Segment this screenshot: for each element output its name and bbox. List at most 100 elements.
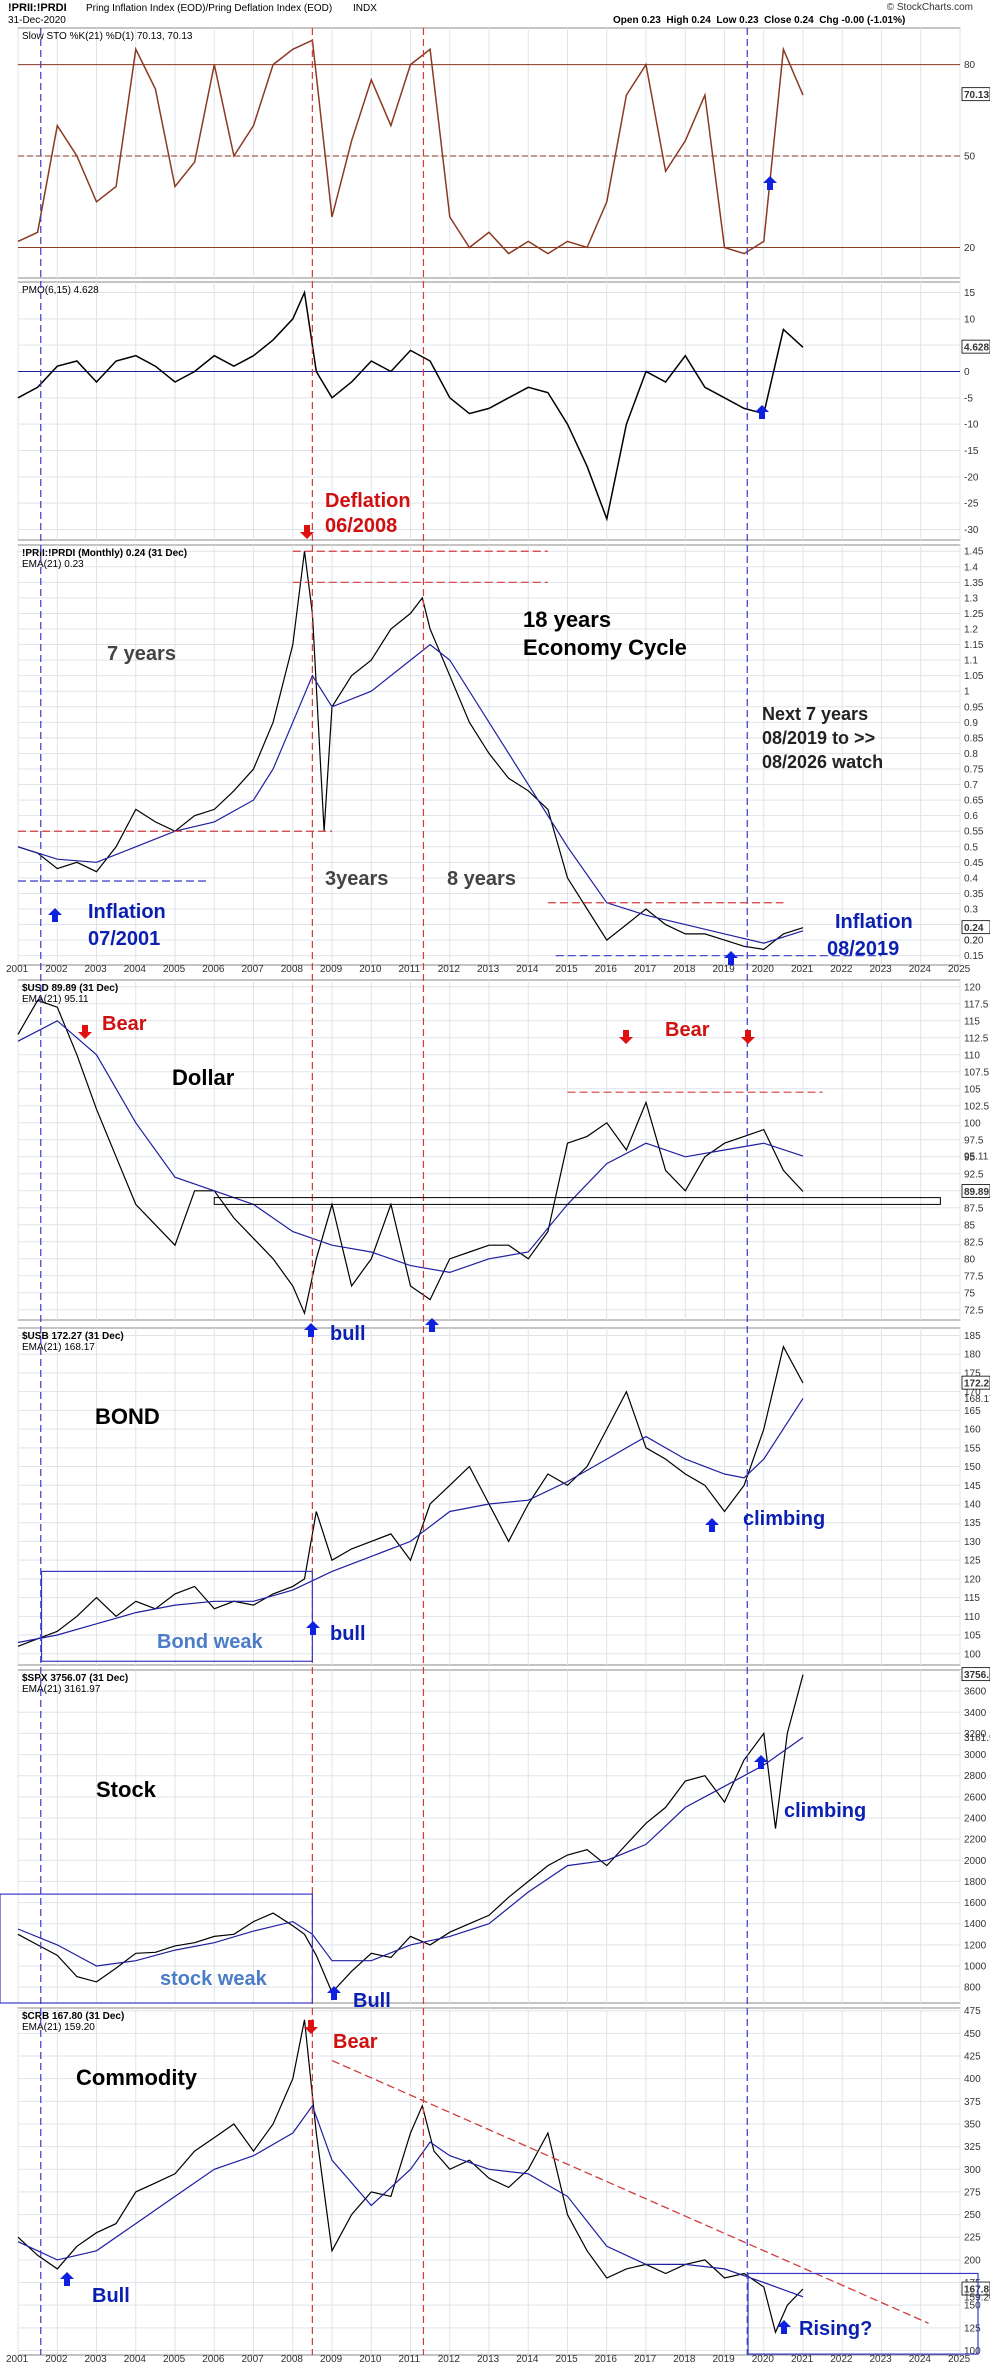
- y-tick-label: 175: [964, 1368, 981, 1379]
- y-tick-label: 150: [964, 1462, 981, 1473]
- ema-series-line: [17, 1020, 804, 1274]
- last-value-label: 0.24: [964, 923, 984, 934]
- last-ema-label: 159.20: [964, 2292, 990, 2303]
- price-series-line: [17, 1345, 804, 1647]
- x-tick-label: 2019: [713, 964, 736, 975]
- y-tick-label: 0.75: [964, 765, 984, 776]
- y-tick-label: 0.6: [964, 811, 978, 822]
- x-tick-label: 2004: [124, 964, 147, 975]
- y-tick-label: 325: [964, 2142, 981, 2153]
- price-series-line: [17, 551, 804, 951]
- y-tick-label: 82.5: [964, 1237, 984, 1248]
- chart-header: !PRII:!PRDI Pring Inflation Index (EOD)/…: [8, 0, 983, 28]
- stock-bull-label: Bull: [353, 1990, 391, 2012]
- cycle-years-label: 18 years: [523, 607, 611, 632]
- panel-legend: $USB 172.27 (31 Dec): [22, 1331, 124, 1342]
- panel-legend: PMO(6,15) 4.628: [22, 285, 99, 296]
- y-tick-label: 1.35: [964, 578, 984, 589]
- x-tick-label: 2013: [477, 2354, 500, 2365]
- y-tick-label: 185: [964, 1331, 981, 1342]
- y-tick-label: -15: [964, 446, 979, 457]
- commodity-title: Commodity: [76, 2065, 198, 2090]
- x-tick-label: 2014: [516, 964, 539, 975]
- x-tick-label: 2025: [948, 964, 971, 975]
- x-tick-label: 2008: [281, 2354, 304, 2365]
- x-tick-label: 2005: [163, 964, 186, 975]
- ema-series-line: [17, 643, 804, 944]
- y-tick-label: 0.45: [964, 858, 984, 869]
- y-tick-label: 425: [964, 2052, 981, 2063]
- next-watch-label-3: 08/2026 watch: [762, 752, 883, 772]
- x-tick-label: 2024: [909, 964, 932, 975]
- y-tick-label: 2000: [964, 1856, 987, 1867]
- y-tick-label: 2800: [964, 1771, 987, 1782]
- y-tick-label: 145: [964, 1481, 981, 1492]
- last-value-label: 172.27: [964, 1379, 990, 1390]
- y-tick-label: 3000: [964, 1750, 987, 1761]
- x-tick-label: 2004: [124, 2354, 147, 2365]
- arrow-up-icon: [425, 1318, 439, 1332]
- ema-series-line: [17, 2104, 804, 2298]
- y-tick-label: 77.5: [964, 1271, 984, 1282]
- x-tick-label: 2025: [948, 2354, 971, 2365]
- ema-legend: EMA(21) 168.17: [22, 1342, 95, 1353]
- y-tick-label: 115: [964, 1016, 980, 1027]
- stock-weak-label: stock weak: [160, 1968, 268, 1990]
- arrow-down-icon: [741, 1030, 755, 1044]
- ema-legend: EMA(21) 159.20: [22, 2022, 95, 2033]
- x-tick-label: 2017: [634, 964, 657, 975]
- y-tick-label: 0.7: [964, 780, 978, 791]
- y-tick-label: 0.8: [964, 749, 978, 760]
- x-tick-label: 2007: [242, 2354, 265, 2365]
- x-tick-label: 2022: [830, 964, 853, 975]
- y-tick-label: 300: [964, 2165, 981, 2176]
- y-tick-label: 1.45: [964, 547, 984, 558]
- next-watch-label-2: 08/2019 to >>: [762, 728, 875, 748]
- bond-weak-box: [40, 1570, 313, 1662]
- arrow-up-icon: [763, 176, 777, 190]
- stock-weak-box: [0, 1893, 313, 2004]
- y-tick-label: 0.3: [964, 905, 978, 916]
- last-ema-label: 168.17: [964, 1394, 990, 1405]
- y-tick-label: 1.1: [964, 656, 978, 667]
- y-tick-label: 135: [964, 1518, 981, 1529]
- y-tick-label: 0.85: [964, 733, 984, 744]
- last-ema-label: 95.11: [964, 1152, 989, 1163]
- y-tick-label: 50: [964, 152, 976, 163]
- x-tick-label: 2020: [752, 964, 775, 975]
- last-value-box: [961, 87, 990, 102]
- x-tick-label: 2023: [870, 964, 893, 975]
- arrow-up-icon: [60, 2272, 74, 2286]
- commodity-downtrend-line: [331, 2059, 929, 2324]
- chart-date: 31-Dec-2020: [8, 15, 66, 26]
- x-tick-label: 2002: [45, 964, 68, 975]
- x-tick-label: 2011: [399, 964, 421, 975]
- arrow-up-icon: [306, 1621, 320, 1635]
- y-tick-label: 105: [964, 1084, 981, 1095]
- ema-legend: EMA(21) 0.23: [22, 559, 84, 570]
- y-tick-label: 100: [964, 1118, 981, 1129]
- x-tick-label: 2007: [242, 964, 265, 975]
- symbol-description: Pring Inflation Index (EOD)/Pring Deflat…: [86, 3, 333, 14]
- y-tick-label: 450: [964, 2029, 981, 2040]
- panel-legend: Slow STO %K(21) %D(1) 70.13, 70.13: [22, 31, 193, 42]
- y-tick-label: 1200: [964, 1940, 987, 1951]
- last-value-box: [961, 920, 990, 935]
- y-tick-label: 475: [964, 2006, 981, 2017]
- ohlc-readout: Open 0.23 High 0.24 Low 0.23 Close 0.24 …: [613, 15, 906, 26]
- y-tick-label: 1: [964, 687, 970, 698]
- x-tick-label: 2006: [202, 2354, 225, 2365]
- x-tick-label: 2018: [673, 964, 696, 975]
- dollar-support-band: [213, 1197, 941, 1205]
- x-tick-label: 2021: [791, 964, 814, 975]
- y-tick-label: 100: [964, 1649, 981, 1660]
- y-tick-label: 75: [964, 1288, 976, 1299]
- x-tick-label: 2012: [438, 2354, 461, 2365]
- x-tick-label: 2006: [202, 964, 225, 975]
- x-tick-label: 2011: [399, 2354, 421, 2365]
- y-tick-label: 112.5: [964, 1033, 989, 1044]
- arrow-down-icon: [304, 2020, 318, 2034]
- last-ema-label: 0.20: [964, 936, 984, 947]
- y-tick-label: 2600: [964, 1792, 987, 1803]
- x-tick-label: 2013: [477, 964, 500, 975]
